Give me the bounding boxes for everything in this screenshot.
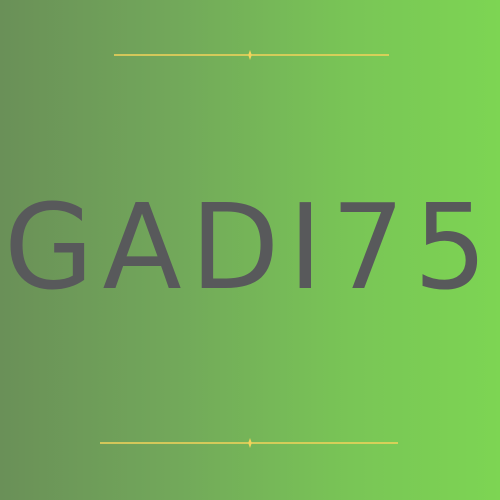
bottom-sparkle-icon [248,438,252,448]
top-divider-graphic [114,50,389,60]
logo-text: GADI75 [4,178,496,316]
bottom-divider-graphic [100,438,398,448]
top-sparkle-icon [248,50,252,60]
top-divider [0,45,500,65]
bottom-divider [0,433,500,453]
